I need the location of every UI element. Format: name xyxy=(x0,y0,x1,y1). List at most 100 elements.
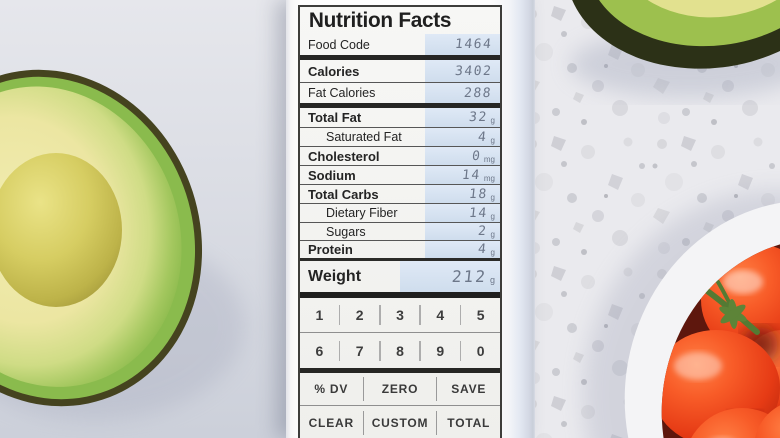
key-4[interactable]: 4 xyxy=(421,307,460,323)
lcd-unit: g xyxy=(490,230,495,239)
lcd-digits: 0 xyxy=(470,148,482,164)
lcd-display: 18 g xyxy=(425,185,500,203)
key-divider xyxy=(338,340,341,361)
lcd-display: 0 mg xyxy=(425,147,500,165)
key-1[interactable]: 1 xyxy=(300,307,339,323)
lcd-digits: 14 xyxy=(461,167,482,183)
function-key-row: % DV ZERO SAVE xyxy=(300,373,500,405)
key-3[interactable]: 3 xyxy=(381,307,420,323)
lcd-digits: 3402 xyxy=(453,63,493,79)
lcd-unit: g xyxy=(490,248,495,257)
row-label: Dietary Fiber xyxy=(326,206,398,220)
lcd-unit: mg xyxy=(483,154,495,164)
weight-lcd-display: 212 g xyxy=(400,261,500,292)
row-divider xyxy=(300,405,500,406)
key-6[interactable]: 6 xyxy=(300,343,339,359)
key-0[interactable]: 0 xyxy=(461,343,500,359)
row-food-code: Food Code 1464 xyxy=(300,34,500,55)
keypad-row-1: 1 2 3 4 5 xyxy=(300,298,500,332)
cherry-tomatoes xyxy=(652,244,780,438)
row-label: Saturated Fat xyxy=(326,130,402,144)
key-divider xyxy=(459,305,462,325)
row-label: Cholesterol xyxy=(308,148,380,164)
row-label: Protein xyxy=(308,242,353,257)
lcd-unit: g xyxy=(490,192,495,202)
section-divider xyxy=(300,368,500,373)
row-label: Total Fat xyxy=(308,110,362,125)
row-sodium: Sodium 14 mg xyxy=(300,166,500,184)
avocado-top-right-image xyxy=(565,0,780,98)
lcd-digits: 4 xyxy=(477,129,489,145)
key-divider xyxy=(338,305,341,325)
row-divider xyxy=(300,332,500,333)
zero-button[interactable]: ZERO xyxy=(364,382,436,396)
row-divider xyxy=(300,203,500,204)
key-9[interactable]: 9 xyxy=(421,343,460,359)
lcd-display: 1464 xyxy=(425,34,500,55)
section-divider xyxy=(300,103,500,108)
row-fat-calories: Fat Calories 288 xyxy=(300,83,500,103)
percent-dv-button[interactable]: % DV xyxy=(300,382,363,396)
custom-button[interactable]: CUSTOM xyxy=(364,416,436,430)
key-7[interactable]: 7 xyxy=(340,343,379,359)
key-divider xyxy=(435,377,438,401)
key-divider xyxy=(419,305,421,325)
lcd-digits: 32 xyxy=(468,110,489,125)
clear-button[interactable]: CLEAR xyxy=(300,416,363,430)
key-divider xyxy=(362,410,365,435)
lcd-digits: 2 xyxy=(477,224,489,239)
row-label: Fat Calories xyxy=(308,86,376,100)
lcd-unit: mg xyxy=(483,173,495,183)
row-divider xyxy=(300,82,500,83)
row-divider xyxy=(300,240,500,241)
tomato-bowl-image xyxy=(583,190,780,438)
avocado-half-image xyxy=(0,69,245,420)
key-2[interactable]: 2 xyxy=(340,307,379,323)
key-divider xyxy=(419,340,421,361)
row-calories: Calories 3402 xyxy=(300,60,500,82)
tomato-sepal xyxy=(719,299,747,329)
key-divider xyxy=(379,340,381,361)
nutrition-panel: Nutrition Facts Food Code 1464 Calories … xyxy=(298,5,502,438)
lcd-digits: 288 xyxy=(463,85,493,101)
row-label: Calories xyxy=(308,63,360,79)
lcd-unit: g xyxy=(490,135,495,145)
bottom-key-row: CLEAR CUSTOM TOTAL xyxy=(300,406,500,438)
row-label: Total Carbs xyxy=(308,186,379,202)
row-label: Sodium xyxy=(308,167,356,183)
key-8[interactable]: 8 xyxy=(381,343,420,359)
row-label: Sugars xyxy=(326,224,366,239)
panel-title: Nutrition Facts xyxy=(308,8,452,32)
lcd-digits: 4 xyxy=(477,242,489,257)
section-divider xyxy=(300,292,500,298)
key-5[interactable]: 5 xyxy=(461,307,500,323)
lcd-display: 32 g xyxy=(425,108,500,127)
row-cholesterol: Cholesterol 0 mg xyxy=(300,147,500,165)
row-total-fat: Total Fat 32 g xyxy=(300,108,500,127)
key-divider xyxy=(379,305,381,325)
keypad-row-2: 6 7 8 9 0 xyxy=(300,333,500,368)
lcd-display: 14 mg xyxy=(425,166,500,184)
scale-device: Nutrition Facts Food Code 1464 Calories … xyxy=(286,0,535,438)
total-button[interactable]: TOTAL xyxy=(437,416,500,430)
lcd-unit: g xyxy=(490,211,495,221)
row-divider xyxy=(300,184,500,185)
lcd-display: 14 g xyxy=(425,204,500,222)
row-divider xyxy=(300,146,500,147)
lcd-digits: 1464 xyxy=(453,37,493,52)
lcd-unit: g xyxy=(489,274,495,285)
lcd-digits: 14 xyxy=(468,205,489,221)
lcd-unit: g xyxy=(490,116,495,125)
lcd-display: 288 xyxy=(425,83,500,103)
key-divider xyxy=(435,410,438,435)
row-label: Weight xyxy=(308,267,362,285)
lcd-digits: 18 xyxy=(468,186,489,202)
key-divider xyxy=(362,377,365,401)
save-button[interactable]: SAVE xyxy=(437,382,500,396)
